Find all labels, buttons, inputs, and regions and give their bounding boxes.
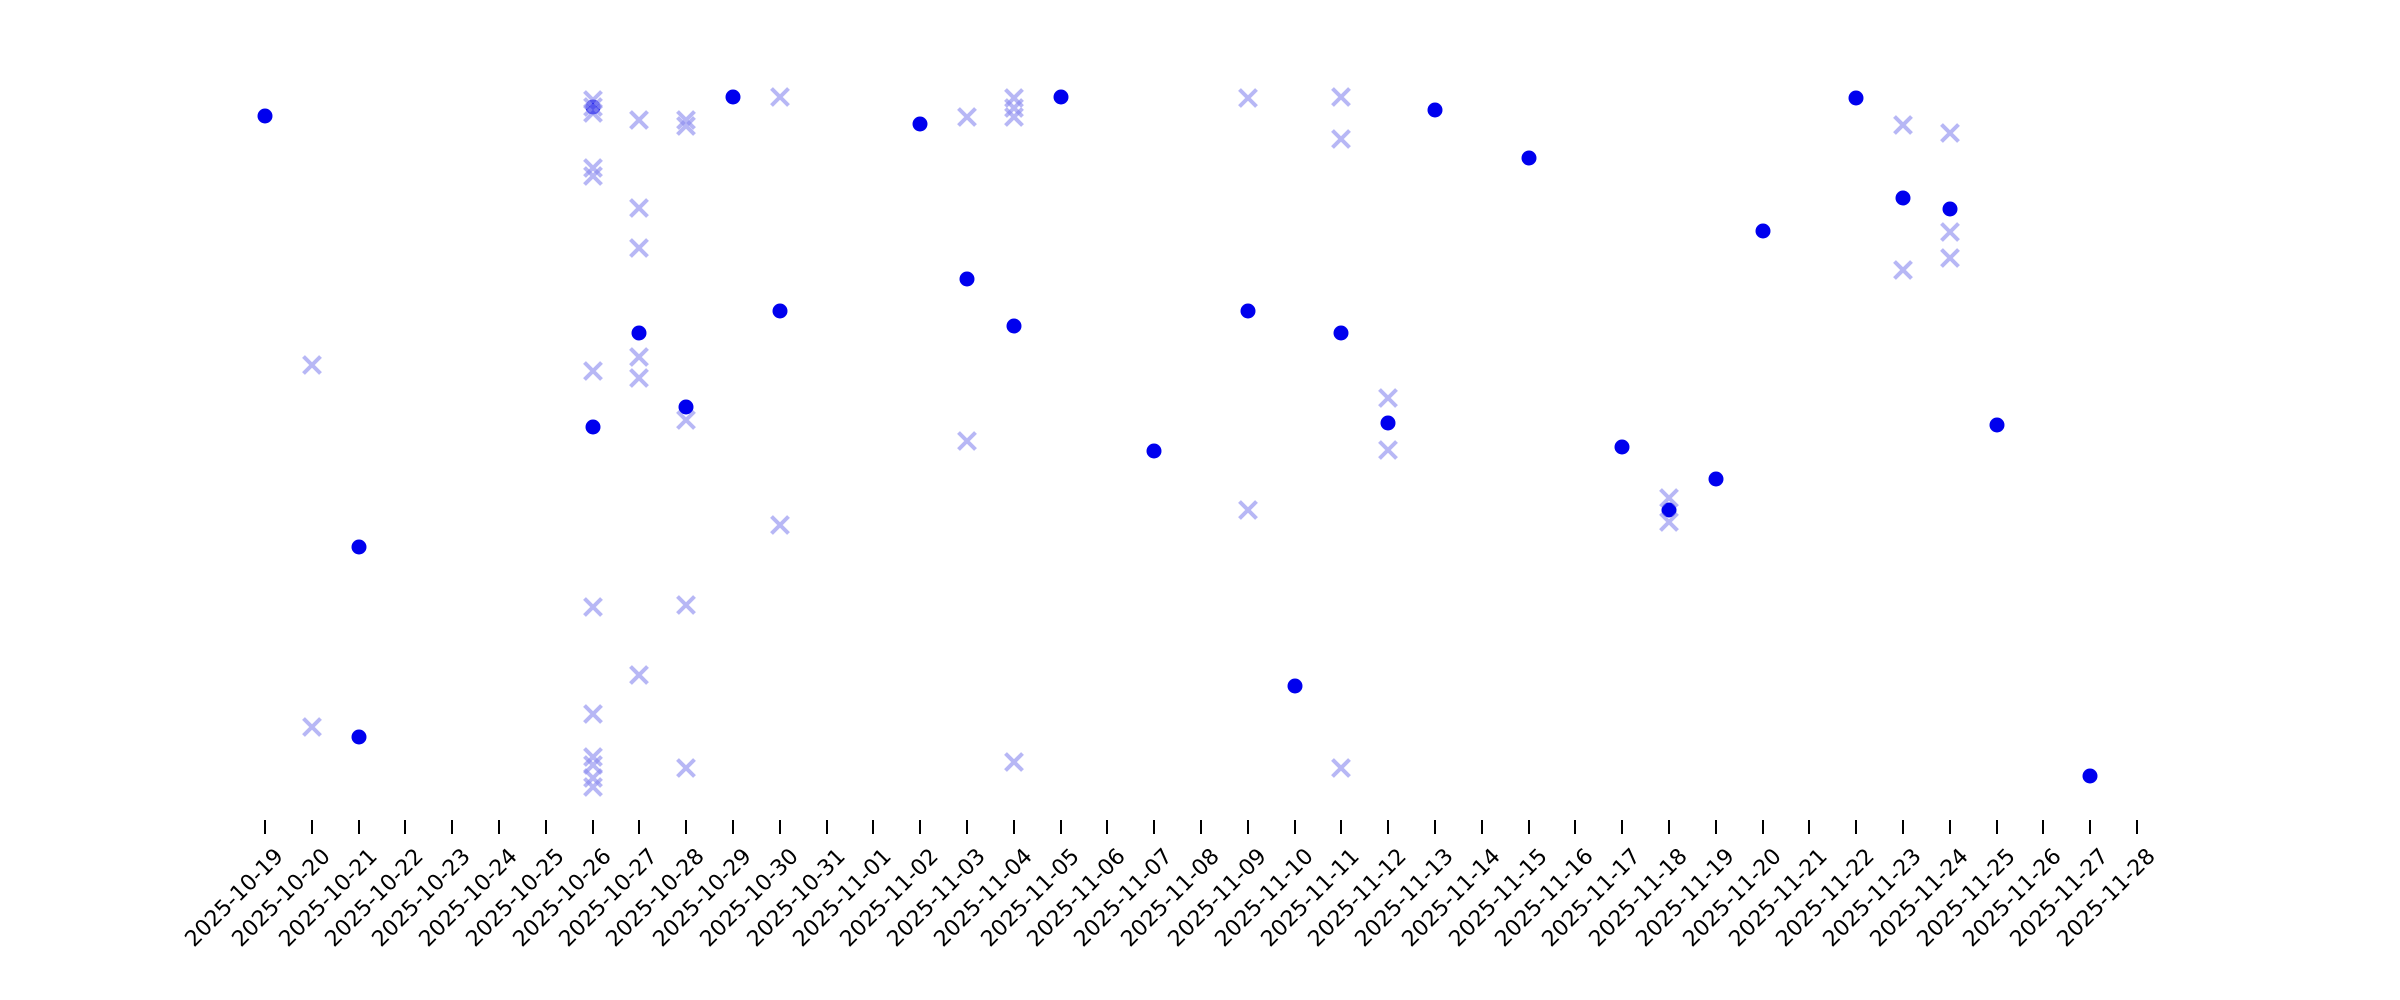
x-axis-tick (1059, 820, 1062, 834)
x-axis-tick (1948, 820, 1951, 834)
x-axis-tick (1808, 820, 1811, 834)
x-axis-tick (1387, 820, 1390, 834)
x-axis-tick (1106, 820, 1109, 834)
x-axis-tick (1855, 820, 1858, 834)
x-axis-tick (919, 820, 922, 834)
x-axis-tick (451, 820, 454, 834)
x-axis-tick (1527, 820, 1530, 834)
x-axis-tick (1902, 820, 1904, 834)
x-axis-tick (1995, 820, 1998, 834)
x-axis-tick (1012, 820, 1015, 834)
x-axis-tick (591, 820, 594, 834)
x-axis-tick (404, 820, 407, 834)
x-axis-tick (310, 820, 313, 834)
x-axis-tick (264, 820, 266, 834)
x-axis-tick (638, 820, 641, 834)
x-axis-tick (498, 820, 500, 834)
x-axis-tick (1621, 820, 1624, 834)
x-axis-tick (1434, 820, 1436, 834)
x-axis-tick (357, 820, 360, 834)
x-axis-tick (1574, 820, 1577, 834)
x-axis-tick (685, 820, 688, 834)
x-axis-tick (1293, 820, 1296, 834)
x-axis-tick (872, 820, 875, 834)
x-axis-tick (732, 820, 734, 834)
x-axis-tick (2136, 820, 2138, 834)
x-axis-tick (1668, 820, 1670, 834)
x-axis-tick (966, 820, 968, 834)
x-axis-tick (1761, 820, 1764, 834)
x-axis-tick (1714, 820, 1717, 834)
x-axis-tick (2042, 820, 2045, 834)
x-axis-tick (1480, 820, 1483, 834)
x-axis-tick (825, 820, 828, 834)
x-axis-tick (1153, 820, 1156, 834)
x-axis-tick (1200, 820, 1202, 834)
x-axis-tick (2089, 820, 2092, 834)
x-axis-tick (1340, 820, 1343, 834)
x-axis-tick (544, 820, 547, 834)
x-axis-tick (778, 820, 781, 834)
x-axis-tick (1246, 820, 1249, 834)
